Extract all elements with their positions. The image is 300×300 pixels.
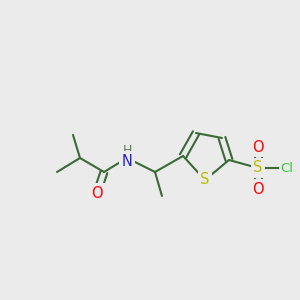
Text: N: N: [122, 154, 132, 169]
Text: Cl: Cl: [280, 161, 293, 175]
Text: O: O: [252, 182, 264, 196]
Text: O: O: [252, 140, 264, 154]
Text: S: S: [253, 160, 263, 175]
Text: O: O: [91, 185, 103, 200]
Text: H: H: [122, 145, 132, 158]
Text: S: S: [200, 172, 210, 188]
